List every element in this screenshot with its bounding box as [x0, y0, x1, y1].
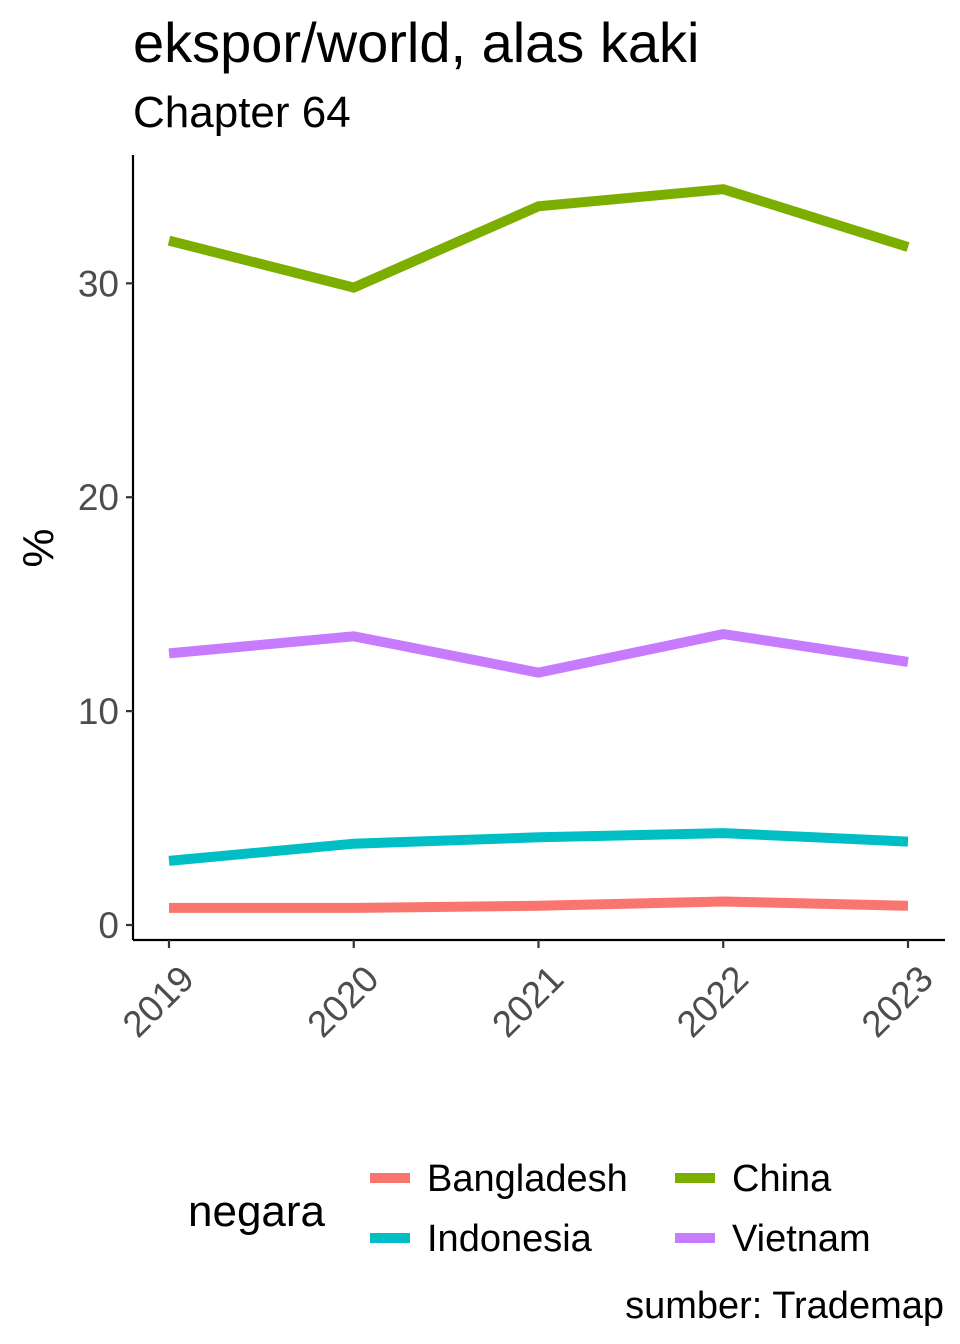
legend-item-china: China — [675, 1158, 832, 1200]
legend-label: Bangladesh — [427, 1158, 628, 1200]
legend-item-vietnam: Vietnam — [675, 1218, 871, 1260]
legend-item-bangladesh: Bangladesh — [370, 1158, 628, 1200]
x-tick-label: 2021 — [484, 958, 571, 1045]
y-tick-label: 0 — [98, 905, 119, 946]
series-line-china — [167, 184, 910, 293]
chart-title: ekspor/world, alas kaki — [133, 11, 700, 74]
legend-item-indonesia: Indonesia — [370, 1218, 593, 1260]
x-tick-label: 2020 — [299, 958, 386, 1045]
legend-label: China — [732, 1158, 832, 1200]
legend-label: Indonesia — [427, 1218, 593, 1260]
series-line-indonesia — [168, 828, 909, 866]
axes: 0 10 20 30 2019 2020 2021 2022 2023% — [14, 155, 945, 1045]
series-line-bangladesh — [169, 896, 909, 913]
series-line-vietnam — [168, 629, 909, 678]
y-axis-title: % — [14, 528, 63, 567]
y-tick-label: 30 — [78, 263, 119, 304]
x-tick-label: 2022 — [669, 958, 756, 1045]
y-tick-label: 20 — [78, 477, 119, 518]
legend: negara Bangladesh China Indonesia Vietnam — [188, 1158, 871, 1260]
chart-caption: sumber: Trademap — [625, 1285, 944, 1327]
y-tick-label: 10 — [78, 691, 119, 732]
legend-title: negara — [188, 1187, 326, 1236]
chart-subtitle: Chapter 64 — [133, 88, 351, 137]
legend-label: Vietnam — [732, 1218, 871, 1260]
x-tick-label: 2019 — [115, 958, 202, 1045]
x-tick-label: 2023 — [854, 958, 941, 1045]
series-lines — [167, 184, 910, 913]
